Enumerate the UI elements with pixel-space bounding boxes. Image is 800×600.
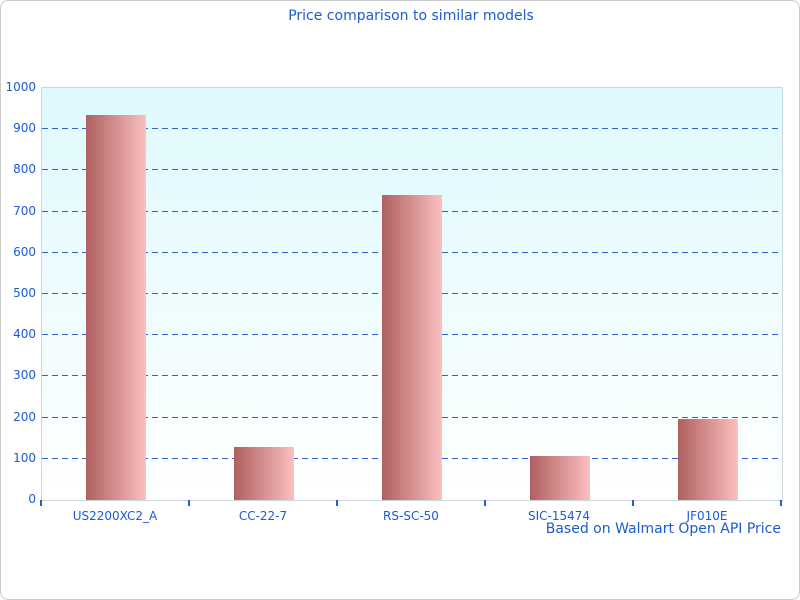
y-axis-label-100: 100 bbox=[13, 451, 36, 465]
y-axis-label-900: 900 bbox=[13, 121, 36, 135]
y-axis-label-400: 400 bbox=[13, 327, 36, 341]
x-axis-label-JF010E: JF010E bbox=[686, 509, 728, 523]
source-note: Based on Walmart Open API Price bbox=[545, 521, 781, 537]
gridline-900 bbox=[42, 128, 782, 129]
y-axis-label-300: 300 bbox=[13, 368, 36, 382]
x-axis-tick-3 bbox=[484, 500, 486, 506]
bar-SIC-15474 bbox=[530, 456, 590, 500]
x-axis-tick-1 bbox=[188, 500, 190, 506]
gridline-800 bbox=[42, 169, 782, 170]
x-axis-tick-2 bbox=[336, 500, 338, 506]
bar-CC-22-7 bbox=[234, 447, 294, 500]
plot-area bbox=[41, 87, 783, 501]
x-axis-label-CC-22-7: CC-22-7 bbox=[238, 509, 288, 523]
x-axis-label-SIC-15474: SIC-15474 bbox=[527, 509, 591, 523]
bar-RS-SC-50 bbox=[382, 195, 442, 500]
y-axis-label-0: 0 bbox=[28, 492, 36, 506]
bar-US2200XC2_A bbox=[86, 115, 146, 500]
bar-JF010E bbox=[678, 419, 738, 500]
x-axis-label-RS-SC-50: RS-SC-50 bbox=[383, 509, 439, 523]
y-axis-label-600: 600 bbox=[13, 245, 36, 259]
y-axis-label-1000: 1000 bbox=[5, 80, 36, 94]
chart-title: Price comparison to similar models bbox=[288, 8, 534, 24]
y-axis-label-800: 800 bbox=[13, 162, 36, 176]
x-axis-tick-5 bbox=[780, 500, 782, 506]
y-axis-label-200: 200 bbox=[13, 410, 36, 424]
y-axis-label-700: 700 bbox=[13, 204, 36, 218]
x-axis-label-US2200XC2_A: US2200XC2_A bbox=[72, 509, 158, 523]
y-axis-label-500: 500 bbox=[13, 286, 36, 300]
x-axis-tick-0 bbox=[40, 500, 42, 506]
x-axis-tick-4 bbox=[632, 500, 634, 506]
